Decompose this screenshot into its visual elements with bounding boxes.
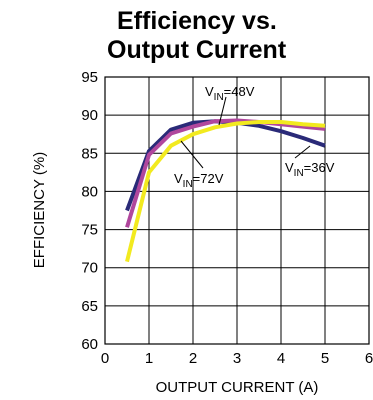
x-tick-label: 0 <box>101 350 109 367</box>
x-tick-label: 2 <box>189 350 197 367</box>
annotation-leader-36v <box>294 145 311 159</box>
y-tick-label: 90 <box>81 107 98 124</box>
y-tick-label: 85 <box>81 145 98 162</box>
series-lines <box>125 118 326 263</box>
annotation-vin-48v: VIN=48V <box>205 84 255 103</box>
chart-title-line-2: Output Current <box>107 36 287 64</box>
y-tick-label: 65 <box>81 298 98 315</box>
y-tick-label: 70 <box>81 260 98 277</box>
series-line-1 <box>125 118 326 228</box>
y-tick-label: 75 <box>81 222 98 239</box>
annotation-vin-36v: VIN=36V <box>285 160 335 179</box>
x-tick-labels: 0 1 2 3 4 5 6 <box>101 350 373 367</box>
x-tick-label: 1 <box>145 350 153 367</box>
x-tick-label: 6 <box>365 350 373 367</box>
y-tick-label: 80 <box>81 183 98 200</box>
x-tick-label: 4 <box>277 350 285 367</box>
grid <box>105 77 369 344</box>
x-tick-label: 5 <box>321 350 329 367</box>
y-tick-label: 95 <box>81 69 98 86</box>
series-line-2 <box>125 120 326 263</box>
chart-title-line-1: Efficiency vs. <box>117 7 277 35</box>
annotation-leader-48v <box>218 96 227 126</box>
y-tick-labels: 60 65 70 75 80 85 90 95 <box>81 69 98 353</box>
annotation-leader-72v <box>180 140 204 169</box>
x-axis-label: OUTPUT CURRENT (A) <box>156 379 319 396</box>
x-tick-label: 3 <box>233 350 241 367</box>
plot-frame <box>104 76 370 345</box>
y-axis-label: EFFICIENCY (%) <box>31 152 48 268</box>
y-tick-label: 60 <box>81 336 98 353</box>
annotation-vin-72v: VIN=72V <box>174 171 224 190</box>
